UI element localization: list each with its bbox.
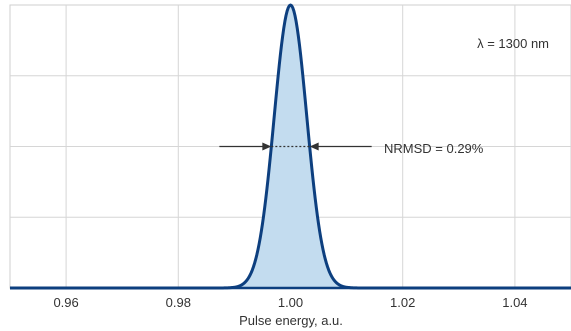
x-axis-title: Pulse energy, a.u. [239, 313, 343, 328]
x-tick-label: 1.02 [390, 295, 415, 310]
wavelength-annotation: λ = 1300 nm [477, 36, 549, 51]
x-tick-label: 1.04 [502, 295, 527, 310]
x-tick-label: 0.96 [53, 295, 78, 310]
nrmsd-marker [219, 142, 372, 151]
distribution-fill [10, 5, 571, 288]
x-tick-labels: 0.96 0.98 1.00 1.02 1.04 [53, 295, 527, 310]
left-arrow-head [262, 142, 272, 151]
x-tick-label: 1.00 [278, 295, 303, 310]
right-arrow-head [309, 142, 319, 151]
nrmsd-annotation: NRMSD = 0.29% [384, 141, 484, 156]
x-tick-label: 0.98 [166, 295, 191, 310]
